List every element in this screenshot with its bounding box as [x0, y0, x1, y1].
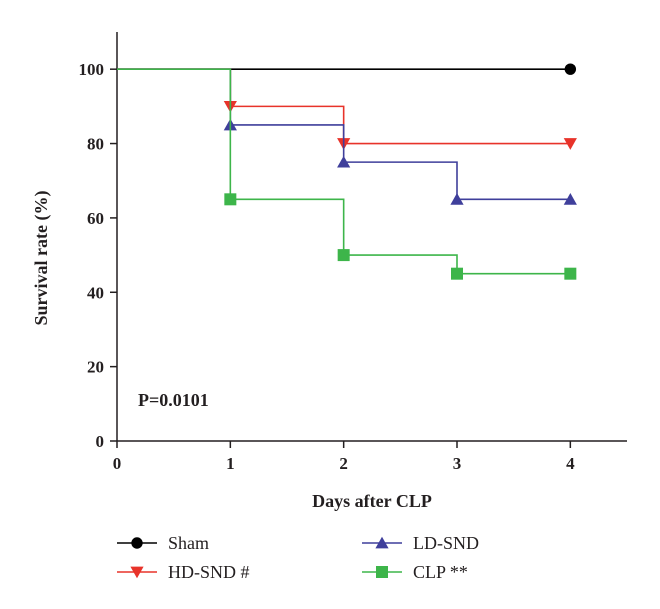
series-3: [117, 68, 577, 280]
axes: 0 20 40 60 80 100 0 1 2 3 4: [79, 32, 627, 473]
series-2-point-3: [450, 193, 464, 205]
y-axis-title: Survival rate (%): [31, 191, 52, 326]
legend-item-2: LD-SND: [362, 533, 479, 553]
series-3-point-4: [564, 267, 577, 280]
series-1: [117, 68, 577, 150]
legend-item-3: CLP **: [362, 562, 468, 582]
legend-item-0: Sham: [117, 533, 209, 553]
x-axis-title: Days after CLP: [312, 491, 432, 511]
series-3-point-2: [337, 249, 350, 262]
series-line-2: [117, 68, 571, 201]
legend-marker-0: [131, 537, 143, 549]
legend-marker-1: [130, 566, 144, 579]
p-value-annotation: P=0.0101: [138, 390, 209, 410]
x-tick-label-2: 2: [339, 454, 348, 473]
y-tick-label-40: 40: [87, 283, 104, 302]
series-3-point-3: [451, 267, 463, 280]
y-tick-label-60: 60: [87, 209, 104, 228]
legend-label-2: LD-SND: [413, 533, 479, 553]
y-tick-label-100: 100: [79, 60, 105, 79]
legend-marker-3: [376, 566, 388, 578]
legend-label-0: Sham: [168, 533, 209, 553]
series-3-point-1: [224, 193, 237, 206]
legend-label-3: CLP **: [413, 562, 468, 582]
legend-item-1: HD-SND #: [117, 562, 250, 582]
series-2-point-4: [563, 193, 577, 205]
series-layer: [117, 63, 577, 280]
series-0-point-4: [564, 63, 577, 75]
legend: Sham HD-SND # LD-SND CLP **: [117, 533, 479, 582]
legend-label-1: HD-SND #: [168, 562, 250, 582]
x-tick-label-4: 4: [566, 454, 575, 473]
series-2: [117, 68, 577, 205]
y-tick-label-20: 20: [87, 358, 104, 377]
y-tick-label-80: 80: [87, 135, 104, 154]
series-1-point-4: [563, 138, 577, 150]
x-tick-label-0: 0: [113, 454, 122, 473]
x-tick-label-1: 1: [226, 454, 235, 473]
series-line-3: [117, 68, 571, 275]
x-tick-label-3: 3: [453, 454, 462, 473]
y-tick-label-0: 0: [96, 432, 105, 451]
series-2-point-2: [337, 155, 351, 168]
legend-marker-2: [375, 536, 389, 549]
